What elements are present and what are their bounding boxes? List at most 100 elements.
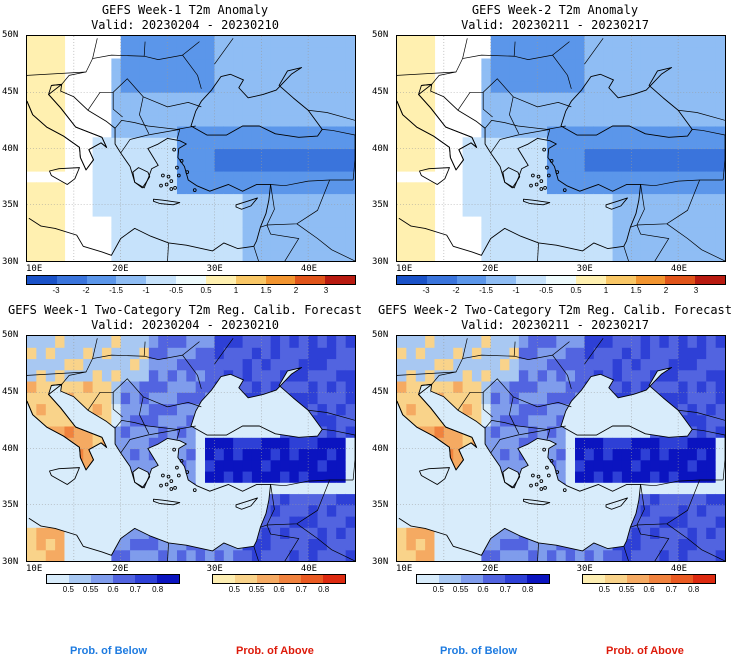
grid-cell — [575, 238, 585, 251]
grid-cell — [251, 47, 262, 60]
grid-cell — [298, 103, 309, 116]
grid-cell — [471, 336, 482, 348]
lon-label: 10E — [26, 264, 43, 274]
grid-cell — [101, 171, 112, 183]
grid-cell — [214, 549, 225, 561]
colorbar-swatch — [116, 276, 147, 284]
island — [419, 467, 450, 485]
panel-valid-dates: Valid: 20230211 - 20230217 — [461, 318, 649, 332]
grid-cell — [603, 459, 614, 472]
grid-cell — [537, 249, 548, 261]
grid-cell — [687, 204, 698, 217]
grid-cell — [345, 36, 355, 48]
grid-cell — [280, 204, 290, 217]
colorbar-label: -2 — [82, 286, 90, 295]
grid-cell — [556, 471, 567, 483]
island-coast — [605, 497, 628, 510]
grid-cell — [415, 527, 426, 539]
grid-cell — [36, 126, 47, 138]
grid-cell — [584, 69, 595, 82]
grid-cell — [462, 159, 473, 172]
grid-cell — [280, 92, 290, 105]
colorbar-label: -1 — [512, 286, 520, 295]
grid-cell — [565, 182, 576, 195]
grid-cell — [659, 538, 670, 551]
grid-cell — [706, 69, 717, 82]
grid-cell — [565, 249, 576, 261]
grid-cell — [631, 527, 642, 539]
grid-cell — [631, 36, 642, 48]
grid-cell — [621, 114, 632, 127]
grid-cell — [678, 81, 689, 93]
grid-cell — [706, 392, 717, 405]
grid-cell — [167, 58, 178, 71]
grid-cell — [298, 493, 309, 506]
grid-cell — [167, 103, 178, 116]
grid-cell — [556, 159, 567, 172]
grid-cell — [167, 81, 178, 93]
grid-cell — [308, 227, 319, 239]
grid-cell — [509, 381, 520, 393]
grid-cell — [205, 171, 215, 183]
border — [27, 371, 87, 376]
grid-cell — [130, 414, 141, 427]
grid-cell — [336, 336, 347, 348]
border — [120, 129, 180, 154]
grid-cell — [490, 36, 501, 48]
grid-cell — [518, 171, 529, 183]
grid-cell — [537, 414, 548, 427]
grid-cell — [120, 448, 131, 461]
grid-cell — [45, 126, 56, 138]
grid-cell — [565, 392, 576, 405]
grid-cell — [158, 358, 169, 371]
lon-label: 20E — [482, 564, 499, 574]
grid-cell — [565, 347, 576, 360]
grid-cell — [167, 336, 178, 348]
grid-cell — [55, 249, 66, 261]
grid-cell — [176, 426, 187, 438]
grid-cell — [251, 347, 262, 360]
graticule — [397, 336, 725, 561]
grid-cell — [336, 159, 347, 172]
grid-cell — [715, 171, 725, 183]
grid-cell — [397, 238, 407, 251]
grid-cell — [621, 47, 632, 60]
lon-label: 40E — [300, 564, 318, 574]
grid-cell — [251, 216, 262, 228]
grid-cell — [233, 437, 244, 450]
border — [584, 38, 604, 65]
grid-cell — [706, 137, 717, 150]
grid-cell — [317, 516, 328, 528]
grid-cell — [462, 182, 473, 195]
grid-cell — [443, 538, 454, 551]
grid-cell — [270, 159, 281, 172]
grid-cell — [92, 137, 103, 150]
lon-label: 30E — [576, 564, 593, 574]
coastline — [28, 517, 254, 556]
grid-cell — [537, 538, 548, 551]
grid-cell — [528, 227, 539, 239]
grid-cell — [415, 369, 426, 382]
grid-cell — [280, 437, 290, 450]
grid-cell — [55, 137, 66, 150]
grid-cell — [415, 414, 426, 427]
grid-cell — [500, 171, 511, 183]
grid-cell — [308, 137, 319, 150]
grid-cell — [36, 36, 47, 48]
grid-cell — [546, 103, 557, 116]
grid-cell — [471, 381, 482, 393]
grid-cell — [64, 426, 75, 438]
grid-cell — [471, 414, 482, 427]
colorbar-label: 3 — [323, 286, 329, 295]
grid-cell — [518, 459, 529, 472]
grid-cell — [280, 36, 290, 48]
grid-cell — [471, 171, 482, 183]
islet — [529, 183, 533, 188]
grid-cell — [584, 92, 595, 105]
grid-cell — [195, 448, 206, 461]
grid-cell — [120, 92, 131, 105]
grid-cell — [214, 103, 225, 116]
grid-cell — [139, 193, 150, 206]
colorbar-label: 1.5 — [630, 286, 642, 295]
lat-label: 40N — [372, 443, 389, 454]
